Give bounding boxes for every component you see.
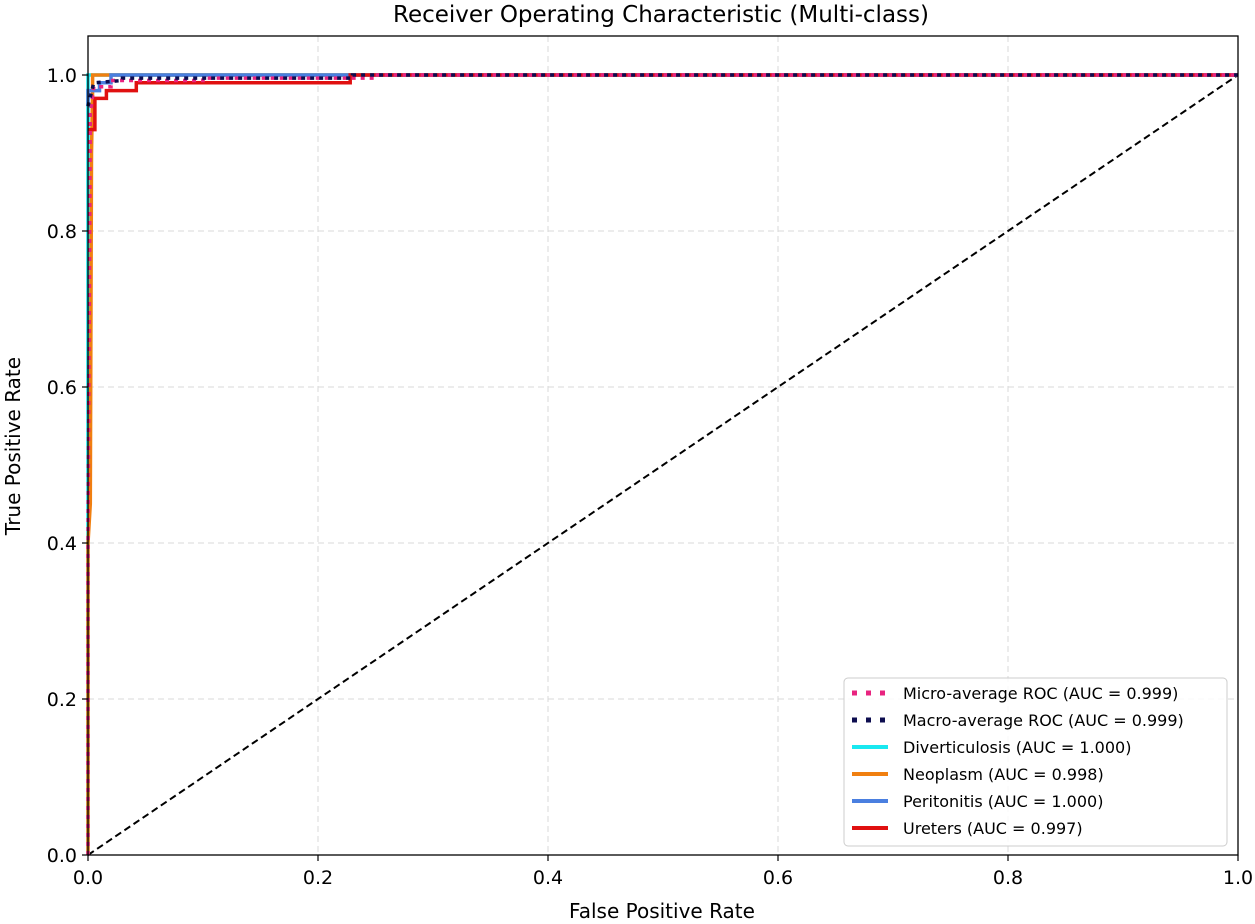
y-tick-label: 0.2 bbox=[47, 689, 77, 711]
x-tick-label: 1.0 bbox=[1223, 867, 1253, 889]
y-tick-label: 0.8 bbox=[47, 221, 77, 243]
x-tick-label: 0.8 bbox=[993, 867, 1023, 889]
reference-diagonal-line bbox=[87, 74, 1239, 856]
x-axis-ticks: 0.0 0.2 0.4 0.6 0.8 1.0 bbox=[73, 855, 1253, 889]
chart-title: Receiver Operating Characteristic (Multi… bbox=[393, 2, 929, 28]
y-axis-label: True Positive Rate bbox=[1, 357, 25, 536]
legend-label-peritonitis: Peritonitis (AUC = 1.000) bbox=[903, 792, 1103, 811]
ureters-curve bbox=[88, 73, 1238, 132]
legend-label-diverticulosis: Diverticulosis (AUC = 1.000) bbox=[903, 738, 1131, 757]
plot-frame bbox=[87, 35, 1239, 856]
legend-label-macro-average-roc: Macro-average ROC (AUC = 0.999) bbox=[903, 711, 1184, 730]
y-tick-label: 1.0 bbox=[47, 65, 77, 87]
legend-label-neoplasm: Neoplasm (AUC = 0.998) bbox=[903, 765, 1104, 784]
y-tick-label: 0.4 bbox=[47, 533, 77, 555]
y-axis-ticks: 0.0 0.2 0.4 0.6 0.8 1.0 bbox=[47, 65, 88, 867]
macro-average-roc-curve bbox=[86, 73, 1238, 107]
x-tick-label: 0.0 bbox=[73, 867, 103, 889]
y-tick-label: 0.6 bbox=[47, 377, 77, 399]
x-tick-label: 0.4 bbox=[533, 867, 563, 889]
legend-box bbox=[843, 677, 1228, 847]
x-tick-label: 0.6 bbox=[763, 867, 793, 889]
x-tick-label: 0.2 bbox=[303, 867, 333, 889]
x-axis-label: False Positive Rate bbox=[569, 899, 755, 923]
peritonitis-curve bbox=[86, 73, 1238, 107]
y-tick-label: 0.0 bbox=[47, 845, 77, 867]
legend: Micro-average ROC (AUC = 0.999) Macro-ave… bbox=[843, 677, 1228, 847]
legend-label-micro-average-roc: Micro-average ROC (AUC = 0.999) bbox=[903, 684, 1178, 703]
reference-layer bbox=[87, 74, 1239, 856]
legend-label-ureters: Ureters (AUC = 0.997) bbox=[903, 819, 1083, 838]
